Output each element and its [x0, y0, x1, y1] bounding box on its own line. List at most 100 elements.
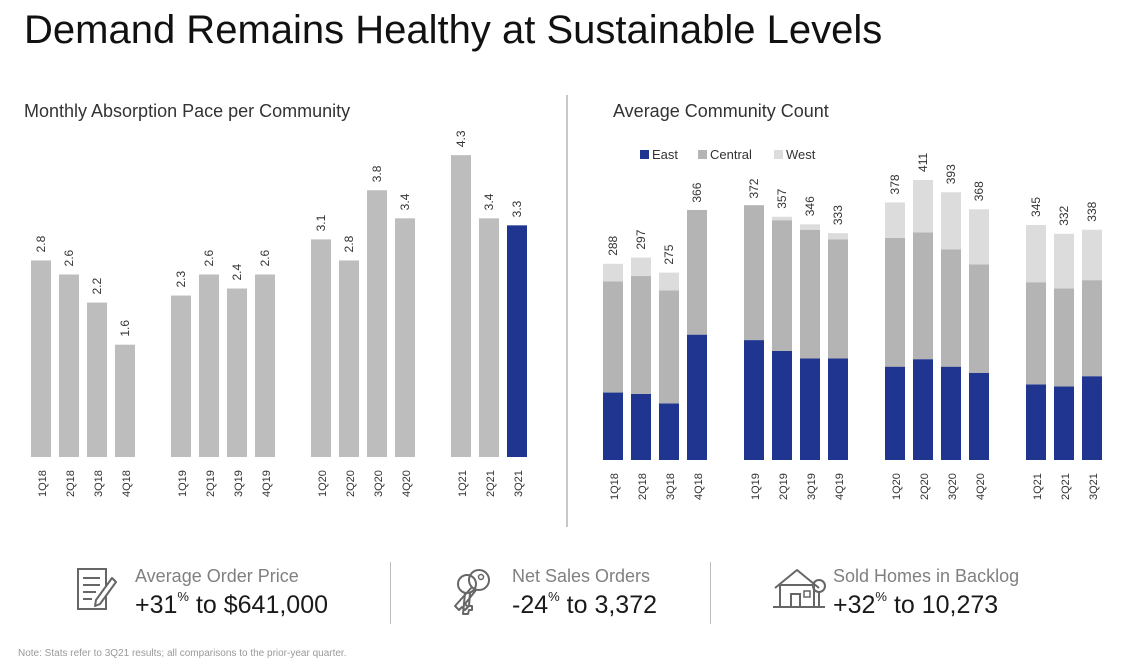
- data-label-3q19: 346: [803, 196, 817, 216]
- data-label-3q18: 2.2: [90, 278, 104, 295]
- absorption-chart-title: Monthly Absorption Pace per Community: [24, 101, 351, 121]
- x-tick-4q20: 4Q20: [401, 470, 413, 497]
- community-chart: 288 1Q18 297 2Q18 275 3Q18 366 4Q18 372 1Q19 357 2Q…: [603, 147, 1102, 500]
- bar-central-1q21: [1026, 282, 1046, 385]
- bar-1q18: [31, 260, 51, 457]
- bar-central-3q19: [800, 229, 820, 359]
- bar-central-3q21: [1082, 280, 1102, 377]
- bar-central-4q18: [687, 209, 707, 335]
- x-tick-4q19: 4Q19: [834, 473, 846, 500]
- data-label-3q21: 338: [1085, 201, 1099, 221]
- x-tick-2q21: 2Q21: [485, 470, 497, 497]
- bar-east-3q20: [941, 366, 961, 460]
- bar-west-1q18: [603, 263, 623, 282]
- legend-swatch-central: [698, 150, 707, 159]
- data-label-4q20: 3.4: [398, 193, 412, 210]
- bar-central-2q19: [772, 220, 792, 351]
- bar-2q19: [199, 274, 219, 457]
- bar-central-1q19: [744, 205, 764, 341]
- bar-2q18: [59, 274, 79, 457]
- data-label-1q21: 4.3: [454, 130, 468, 147]
- bar-4q19: [255, 274, 275, 457]
- data-label-3q20: 3.8: [370, 165, 384, 182]
- bar-3q19: [227, 288, 247, 457]
- x-tick-3q20: 3Q20: [947, 473, 959, 500]
- data-label-1q19: 372: [747, 178, 761, 198]
- bar-east-1q18: [603, 392, 623, 460]
- bar-2q21: [479, 218, 499, 457]
- data-label-3q20: 393: [944, 164, 958, 184]
- bar-central-2q18: [631, 276, 651, 394]
- x-tick-4q19: 4Q19: [261, 470, 273, 497]
- x-tick-3q18: 3Q18: [93, 470, 105, 497]
- data-label-2q18: 297: [634, 229, 648, 249]
- bar-2q20: [339, 260, 359, 457]
- data-label-1q20: 3.1: [314, 214, 328, 231]
- legend-label-central: Central: [710, 147, 752, 162]
- page-title: Demand Remains Healthy at Sustainable Le…: [24, 8, 883, 52]
- bar-east-3q21: [1082, 376, 1102, 460]
- x-tick-3q21: 3Q21: [1088, 473, 1100, 500]
- house-icon: [771, 566, 827, 615]
- legend-swatch-east: [640, 150, 649, 159]
- stat-label-net-sales: Net Sales Orders: [512, 566, 651, 586]
- x-tick-1q19: 1Q19: [750, 473, 762, 500]
- bar-west-3q21: [1082, 229, 1102, 281]
- bar-east-2q18: [631, 393, 651, 460]
- bar-3q18: [87, 302, 107, 457]
- x-tick-1q20: 1Q20: [317, 470, 329, 497]
- data-label-1q19: 2.3: [174, 271, 188, 288]
- x-tick-3q19: 3Q19: [233, 470, 245, 497]
- bar-west-1q20: [885, 202, 905, 238]
- bar-east-4q20: [969, 372, 989, 460]
- stat-value-backlog: +32% to 10,273: [833, 589, 999, 619]
- stat-label-order-price: Average Order Price: [135, 566, 299, 586]
- stat-divider: [390, 562, 391, 624]
- bar-east-4q19: [828, 358, 848, 460]
- bar-west-3q20: [941, 192, 961, 250]
- legend-label-east: East: [652, 147, 678, 162]
- community-chart-title: Average Community Count: [613, 101, 829, 121]
- x-tick-1q21: 1Q21: [1032, 473, 1044, 500]
- bar-west-2q20: [913, 179, 933, 233]
- absorption-chart: 2.8 1Q18 2.6 2Q18 2.2 3Q18 1.6 4Q18 2.3 1Q19 2.6 2Q…: [31, 130, 527, 497]
- data-label-2q21: 332: [1057, 205, 1071, 225]
- bar-1q21: [451, 155, 471, 457]
- bar-central-3q18: [659, 290, 679, 404]
- data-label-4q20: 368: [972, 181, 986, 201]
- bar-east-3q19: [800, 358, 820, 460]
- bar-west-2q19: [772, 216, 792, 221]
- bar-east-1q20: [885, 366, 905, 460]
- x-tick-1q18: 1Q18: [37, 470, 49, 497]
- x-tick-3q21: 3Q21: [513, 470, 525, 497]
- bar-west-2q21: [1054, 233, 1074, 289]
- data-label-2q19: 2.6: [202, 249, 216, 266]
- x-tick-4q18: 4Q18: [121, 470, 133, 497]
- x-tick-2q18: 2Q18: [65, 470, 77, 497]
- x-tick-1q19: 1Q19: [177, 470, 189, 497]
- bar-central-4q19: [828, 239, 848, 359]
- keys-icon: [445, 566, 495, 623]
- bar-east-2q21: [1054, 386, 1074, 460]
- data-label-2q21: 3.4: [482, 193, 496, 210]
- x-tick-1q21: 1Q21: [457, 470, 469, 497]
- bar-4q20: [395, 218, 415, 457]
- x-tick-2q19: 2Q19: [205, 470, 217, 497]
- x-tick-3q19: 3Q19: [806, 473, 818, 500]
- bar-central-3q20: [941, 249, 961, 367]
- bar-east-4q18: [687, 334, 707, 460]
- data-label-1q18: 288: [606, 235, 620, 255]
- bar-west-3q19: [800, 224, 820, 230]
- x-tick-2q18: 2Q18: [637, 473, 649, 500]
- data-label-2q20: 411: [916, 153, 930, 172]
- data-label-2q19: 357: [775, 188, 789, 208]
- bar-central-4q20: [969, 264, 989, 373]
- legend-label-west: West: [786, 147, 816, 162]
- data-label-1q21: 345: [1029, 197, 1043, 217]
- bar-central-1q20: [885, 237, 905, 367]
- bar-east-1q19: [744, 340, 764, 460]
- data-label-3q19: 2.4: [230, 264, 244, 281]
- bar-east-2q20: [913, 359, 933, 460]
- bar-central-2q20: [913, 232, 933, 360]
- chart-divider: [566, 95, 568, 527]
